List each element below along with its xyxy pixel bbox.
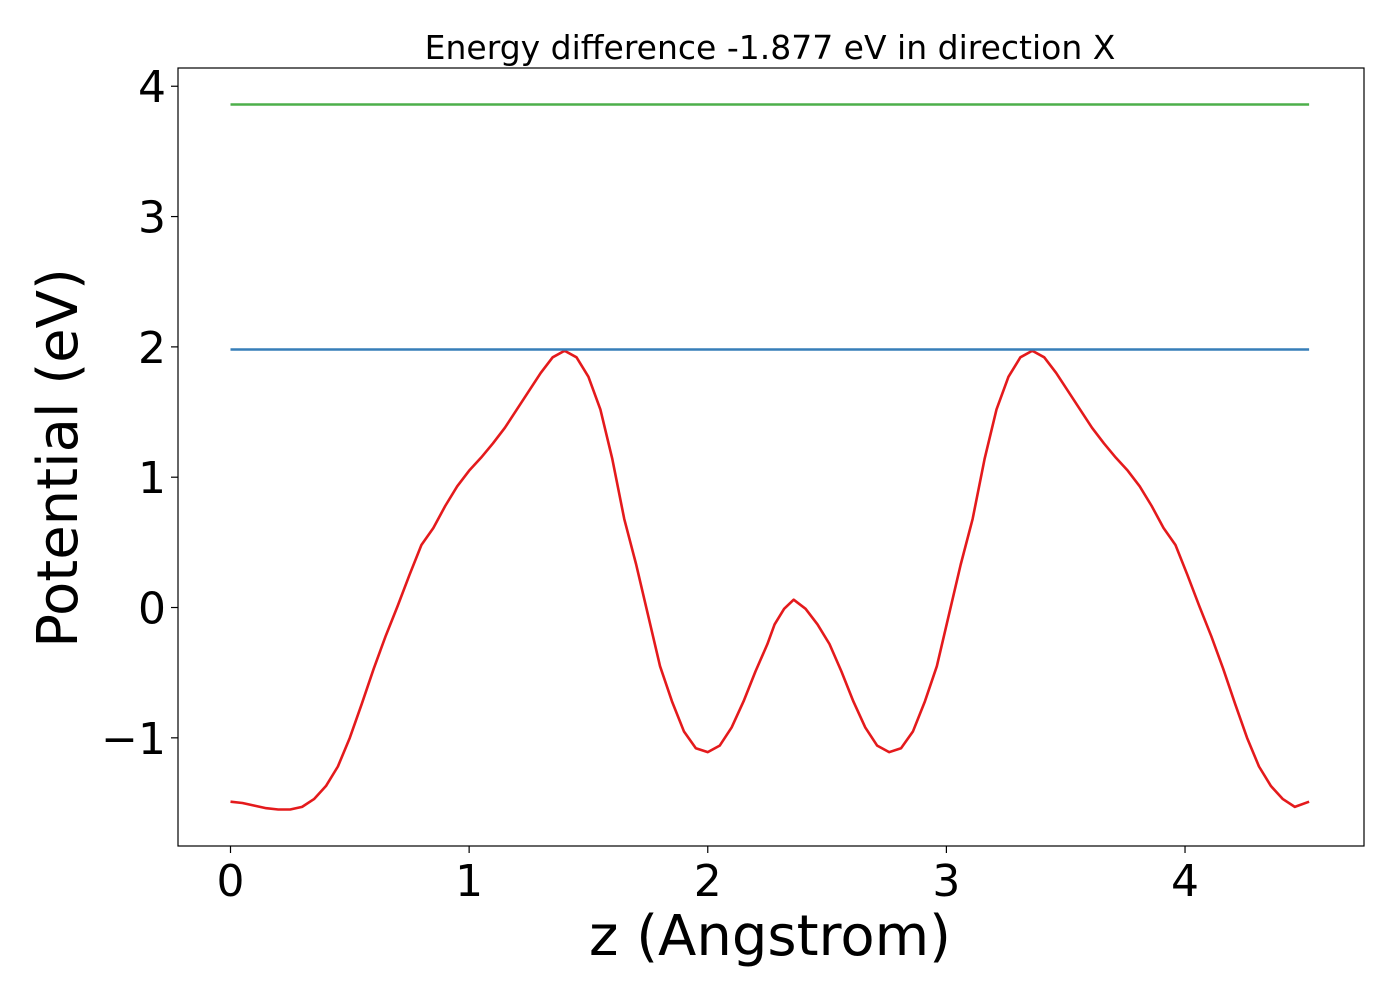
x-ticks: 0 1 2 3 4 (216, 846, 1199, 907)
y-axis-label: Potential (eV) (26, 268, 91, 648)
x-tick-label: 0 (216, 856, 244, 907)
y-tick-label: 1 (138, 453, 166, 504)
x-tick-label: 4 (1171, 856, 1199, 907)
series-line-0 (230, 349, 1310, 811)
y-tick-label: 2 (138, 323, 166, 374)
y-tick-label: 0 (138, 584, 166, 635)
series-layer (230, 103, 1310, 811)
x-tick-label: 3 (932, 856, 960, 907)
x-tick-label: 2 (694, 856, 722, 907)
y-ticks: −1 0 1 2 3 4 (101, 62, 178, 765)
y-tick-label: 3 (138, 193, 166, 244)
y-tick-label: 4 (138, 62, 166, 113)
plot-area-frame (177, 67, 1365, 847)
chart-title: Energy difference -1.877 eV in direction… (425, 28, 1116, 67)
x-axis-label: z (Angstrom) (589, 904, 951, 969)
x-tick-label: 1 (455, 856, 483, 907)
y-tick-label: −1 (101, 714, 166, 765)
